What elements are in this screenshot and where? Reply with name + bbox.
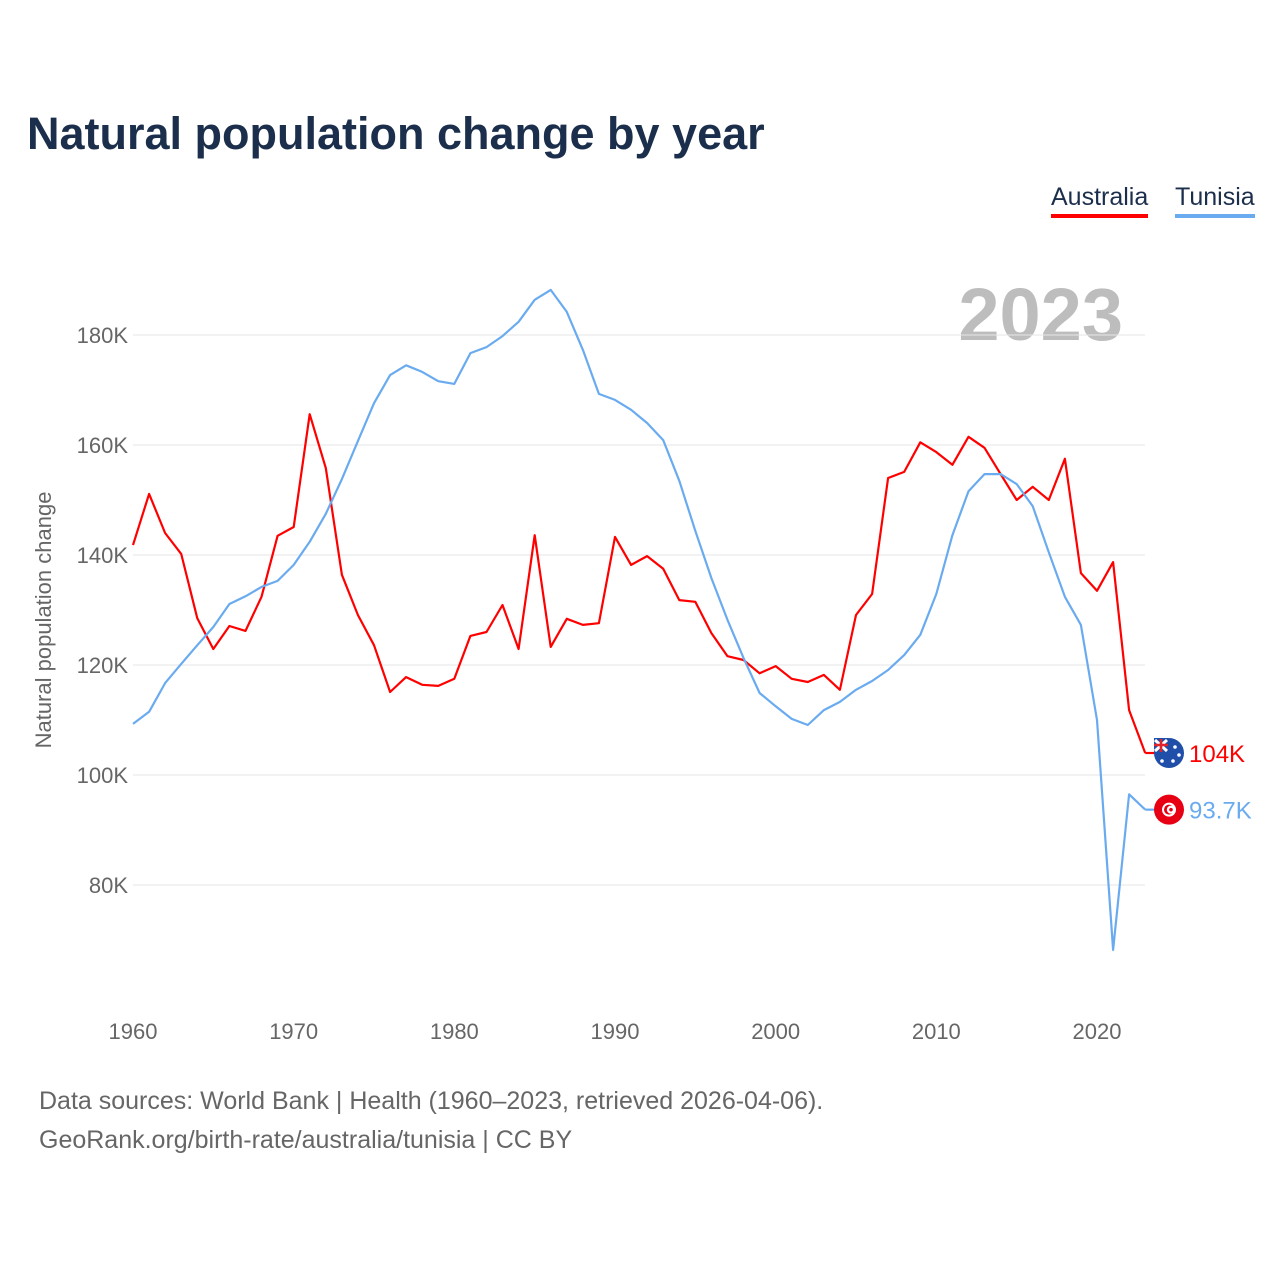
y-tick-label: 120K — [77, 653, 129, 678]
x-tick-label: 1970 — [269, 1019, 318, 1044]
y-tick-label: 80K — [89, 873, 128, 898]
x-tick-label: 2000 — [751, 1019, 800, 1044]
end-value-label-australia: 104K — [1189, 741, 1245, 768]
y-tick-label: 180K — [77, 323, 129, 348]
flag-star — [1171, 759, 1175, 763]
series-line-tunisia — [132, 288, 1146, 952]
y-tick-label: 100K — [77, 763, 129, 788]
year-watermark: 2023 — [958, 273, 1123, 356]
flag-star — [1160, 759, 1164, 763]
end-value-label-tunisia: 93.7K — [1189, 798, 1252, 825]
flag-star — [1169, 807, 1173, 812]
flag-union-cross-red — [1154, 739, 1168, 752]
x-tick-label: 1990 — [591, 1019, 640, 1044]
series-line-australia — [131, 413, 1147, 754]
legend-australia[interactable]: Australia — [1051, 183, 1149, 218]
y-tick-label: 160K — [77, 433, 129, 458]
y-tick-label: 140K — [77, 543, 129, 568]
y-axis-label: Natural population change — [31, 492, 56, 749]
source-link[interactable]: GeoRank.org/birth-rate/australia/tunisia… — [39, 1126, 573, 1154]
chart-title: Natural population change by year — [27, 108, 765, 159]
flag-star — [1177, 753, 1181, 757]
x-tick-label: 1980 — [430, 1019, 479, 1044]
source-note: Data sources: World Bank | Health (1960–… — [39, 1087, 824, 1115]
x-tick-label: 1960 — [109, 1019, 158, 1044]
x-tick-label: 2010 — [912, 1019, 961, 1044]
flag-star — [1173, 745, 1177, 749]
x-tick-label: 2020 — [1073, 1019, 1122, 1044]
legend-tunisia[interactable]: Tunisia — [1175, 183, 1255, 218]
